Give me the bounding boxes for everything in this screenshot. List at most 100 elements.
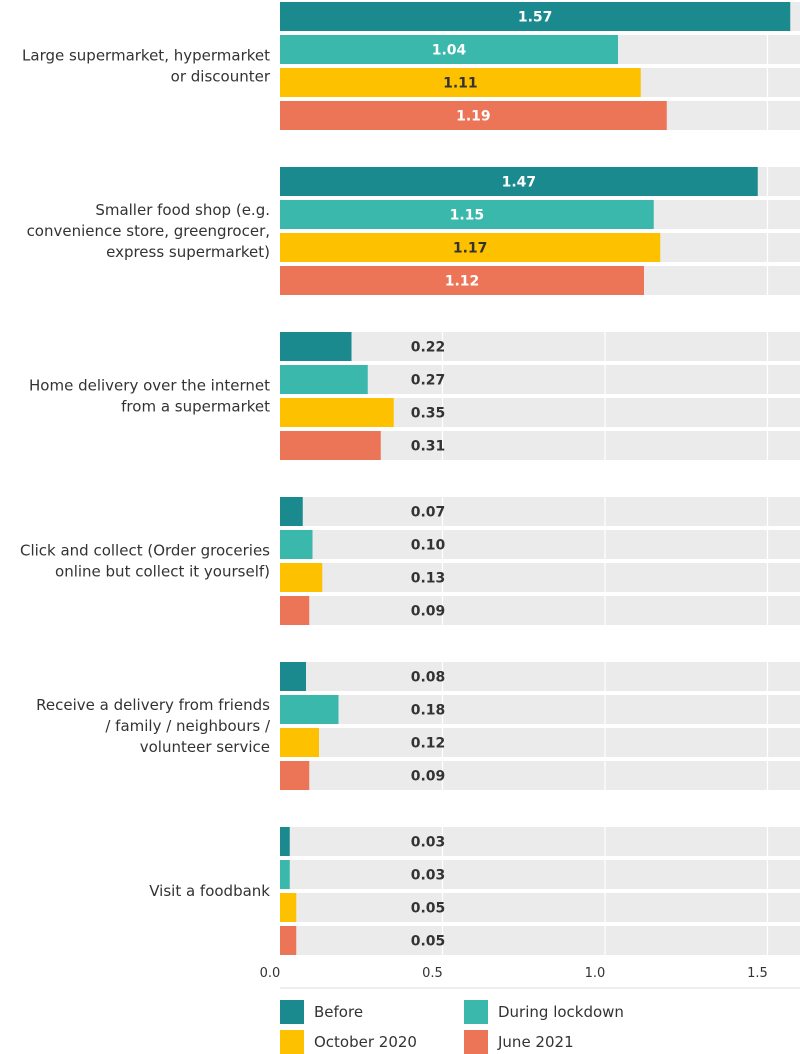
- category-label: Click and collect (Order groceries online…: [20, 542, 270, 581]
- bar: [280, 761, 310, 790]
- data-label: 1.15: [450, 208, 485, 224]
- x-tick-label: 0.0: [260, 966, 281, 981]
- legend-item-before: Before: [280, 1000, 363, 1024]
- data-label: 1.57: [518, 10, 553, 26]
- category-label-line: volunteer service: [140, 738, 270, 756]
- bar-track: [280, 860, 800, 889]
- data-label: 0.35: [411, 406, 446, 422]
- bar: [280, 497, 303, 526]
- legend-swatch-june-2021: [464, 1030, 488, 1054]
- data-label: 0.09: [411, 769, 446, 785]
- bar-track: [280, 662, 800, 691]
- legend: Before During lockdown October 2020 June…: [280, 1000, 800, 1054]
- bar-track: [280, 563, 800, 592]
- category-group: 0.07 0.10 0.13 0.09 Click and collect (Order…: [20, 497, 800, 625]
- category-label: Home delivery over the internet from a su…: [29, 377, 270, 416]
- bar: [280, 200, 654, 229]
- bar: [280, 431, 381, 460]
- data-label: 0.18: [411, 703, 446, 719]
- category-label: Visit a foodbank: [149, 882, 270, 900]
- bar: [280, 332, 352, 361]
- bar: [280, 398, 394, 427]
- bar: [280, 596, 310, 625]
- category-group: 0.08 0.18 0.12 0.09 Receive a delivery from …: [36, 662, 800, 790]
- data-label: 0.03: [411, 835, 446, 851]
- category-label: Large supermarket, hypermarket or discoun…: [22, 47, 271, 86]
- data-label: 0.13: [411, 571, 446, 587]
- data-label: 0.07: [411, 505, 446, 521]
- legend-swatch-october-2020: [280, 1030, 304, 1054]
- bar: [280, 530, 313, 559]
- data-label: 0.09: [411, 604, 446, 620]
- bar: [280, 695, 339, 724]
- data-label: 0.05: [411, 934, 446, 950]
- bar: [280, 563, 323, 592]
- category-group: 0.22 0.27 0.35 0.31 Home delivery over the i…: [29, 332, 800, 460]
- bar: [280, 2, 791, 31]
- data-label: 1.04: [432, 43, 467, 59]
- bar: [280, 68, 641, 97]
- bar-track: [280, 596, 800, 625]
- legend-label-before: Before: [314, 1003, 364, 1021]
- category-label-line: / family / neighbours /: [105, 717, 271, 735]
- data-label: 0.12: [411, 736, 446, 752]
- legend-label-june-2021: June 2021: [498, 1033, 574, 1051]
- legend-item-during-lockdown: During lockdown: [464, 1000, 624, 1024]
- bar: [280, 35, 618, 64]
- bar: [280, 266, 644, 295]
- x-tick-label: 0.5: [422, 966, 443, 981]
- bar: [280, 662, 306, 691]
- bar-track: [280, 497, 800, 526]
- data-label: 1.11: [443, 76, 478, 92]
- category-label-line: Click and collect (Order groceries: [20, 542, 270, 560]
- bar: [280, 728, 319, 757]
- data-label: 1.17: [453, 241, 488, 257]
- category-label-line: Receive a delivery from friends: [36, 696, 270, 714]
- bar: [280, 893, 297, 922]
- bar-track: [280, 332, 800, 361]
- category-label-line: convenience store, greengrocer,: [27, 222, 270, 240]
- x-tick-label: 1.5: [747, 966, 768, 981]
- data-label: 0.10: [411, 538, 446, 554]
- data-label: 1.12: [445, 274, 480, 290]
- bar-chart: 1.57 1.04 1.11 1.19 Large supermarket, hyper…: [20, 2, 800, 989]
- bar: [280, 827, 290, 856]
- data-label: 0.31: [411, 439, 446, 455]
- bar-track: [280, 530, 800, 559]
- legend-label-october-2020: October 2020: [314, 1033, 417, 1051]
- category-label: Receive a delivery from friends / family …: [36, 696, 271, 756]
- category-group: 0.03 0.03 0.05 0.05 Visit a foodbank: [149, 827, 800, 955]
- x-tick-label: 1.0: [585, 966, 606, 981]
- category-label: Smaller food shop (e.g. convenience store…: [27, 201, 270, 261]
- legend-item-june-2021: June 2021: [464, 1030, 574, 1054]
- category-label-line: Home delivery over the internet: [29, 377, 270, 395]
- bar-track: [280, 893, 800, 922]
- legend-swatch-during-lockdown: [464, 1000, 488, 1024]
- bar-track: [280, 926, 800, 955]
- category-label-line: express supermarket): [106, 243, 270, 261]
- bar-track: [280, 728, 800, 757]
- data-label: 0.05: [411, 901, 446, 917]
- legend-swatch-before: [280, 1000, 304, 1024]
- category-label-line: from a supermarket: [121, 398, 270, 416]
- bar-track: [280, 761, 800, 790]
- data-label: 1.47: [502, 175, 537, 191]
- legend-item-october-2020: October 2020: [280, 1030, 417, 1054]
- category-label-line: or discounter: [171, 68, 271, 86]
- category-label-line: Smaller food shop (e.g.: [95, 201, 270, 219]
- bar: [280, 365, 368, 394]
- bar-track: [280, 695, 800, 724]
- bar: [280, 233, 661, 262]
- bar: [280, 101, 667, 130]
- data-label: 0.22: [411, 340, 446, 356]
- bar-track: [280, 827, 800, 856]
- category-label-line: Visit a foodbank: [149, 882, 270, 900]
- bar: [280, 926, 297, 955]
- data-label: 0.27: [411, 373, 446, 389]
- category-label-line: Large supermarket, hypermarket: [22, 47, 270, 65]
- data-label: 0.03: [411, 868, 446, 884]
- bar: [280, 860, 290, 889]
- bar: [280, 167, 758, 196]
- category-label-line: online but collect it yourself): [55, 563, 270, 581]
- data-label: 1.19: [456, 109, 491, 125]
